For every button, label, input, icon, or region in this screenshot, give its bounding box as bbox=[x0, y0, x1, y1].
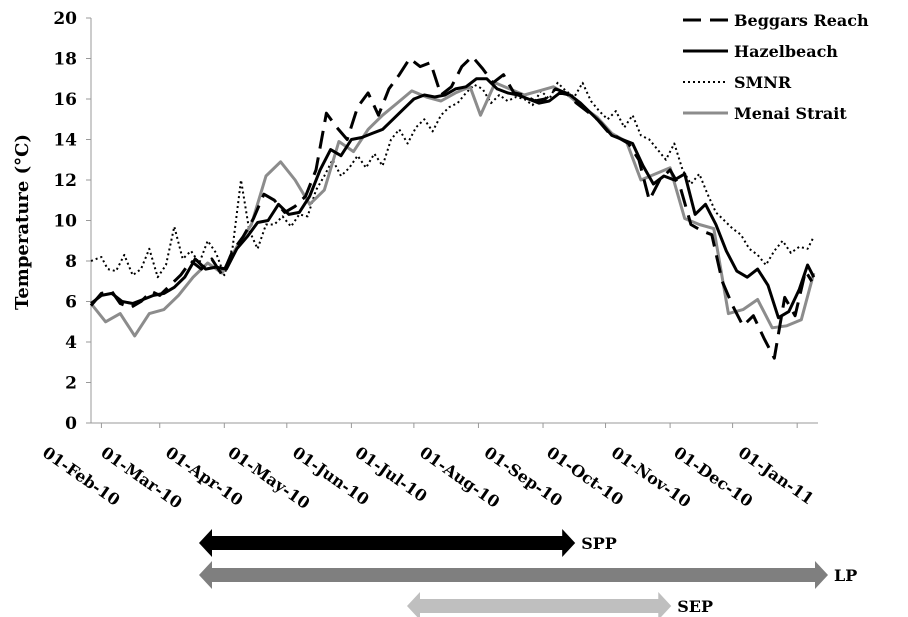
series-line-hazelbeach bbox=[90, 77, 816, 320]
legend: Beggars Reach Hazelbeach SMNR Menai Strait bbox=[683, 11, 869, 123]
series-lines bbox=[89, 55, 816, 360]
period-arrow-sep bbox=[407, 592, 672, 617]
y-tick-label: 0 bbox=[65, 414, 77, 434]
series-line-menai-strait bbox=[89, 81, 816, 338]
y-tick-label: 4 bbox=[65, 333, 77, 353]
period-label-spp: SPP bbox=[581, 534, 617, 553]
legend-label: Beggars Reach bbox=[734, 11, 869, 30]
legend-label: SMNR bbox=[734, 73, 792, 92]
period-label-sep: SEP bbox=[677, 597, 713, 616]
legend-label: Menai Strait bbox=[734, 104, 847, 123]
y-tick-label: 16 bbox=[53, 90, 77, 110]
y-tick-label: 10 bbox=[53, 212, 77, 232]
y-tick-label: 8 bbox=[65, 252, 77, 272]
y-axis: 0 2 4 6 8 10 12 14 16 18 20 bbox=[53, 9, 92, 434]
x-axis: 01-Feb-1001-Mar-1001-Apr-1001-May-1001-J… bbox=[39, 422, 818, 513]
legend-label: Hazelbeach bbox=[734, 42, 838, 61]
y-axis-title: Temperature (°C) bbox=[12, 134, 33, 310]
series-line-smnr bbox=[90, 81, 815, 279]
y-tick-label: 18 bbox=[53, 50, 77, 70]
period-label-lp: LP bbox=[834, 566, 857, 585]
y-tick-label: 14 bbox=[53, 131, 77, 151]
series-line-beggars-reach bbox=[89, 55, 814, 360]
y-tick-label: 12 bbox=[53, 171, 77, 191]
y-tick-label: 2 bbox=[65, 374, 77, 394]
y-tick-label: 20 bbox=[53, 9, 77, 29]
period-arrows: SPP LP SEP bbox=[199, 529, 857, 617]
period-arrow-lp bbox=[199, 561, 828, 589]
period-arrow-spp bbox=[199, 529, 576, 557]
y-tick-label: 6 bbox=[65, 293, 77, 313]
